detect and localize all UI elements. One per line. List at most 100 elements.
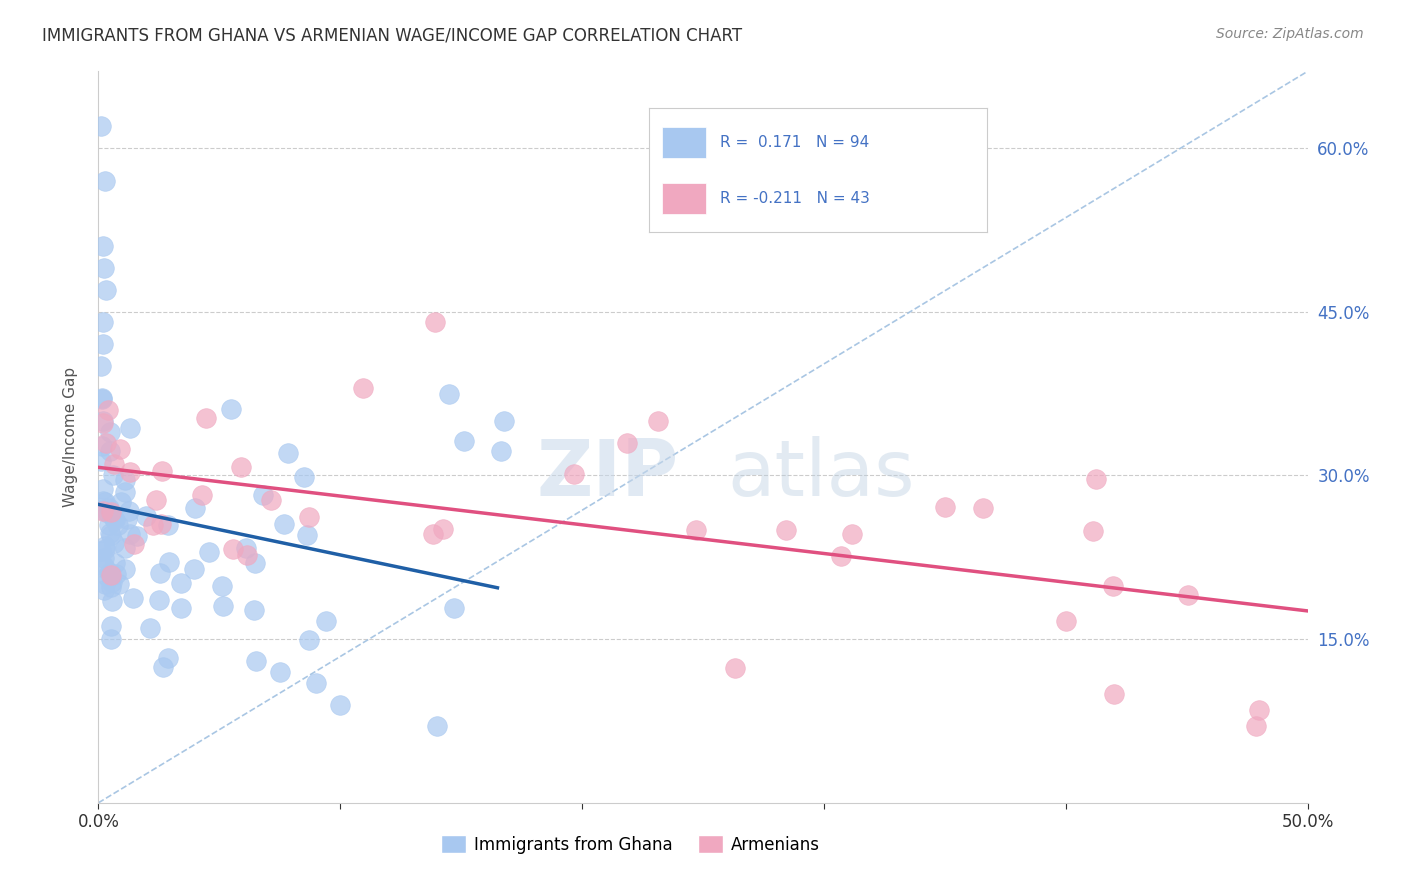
Point bbox=[120, 527, 142, 541]
Point bbox=[157, 555, 180, 569]
Point bbox=[425, 315, 447, 329]
Text: atlas: atlas bbox=[727, 435, 915, 512]
Point bbox=[91, 439, 114, 453]
Point bbox=[830, 549, 852, 563]
Point bbox=[101, 594, 124, 608]
Text: ZIP: ZIP bbox=[537, 435, 679, 512]
Point bbox=[98, 518, 121, 533]
Point bbox=[231, 460, 253, 475]
Point bbox=[101, 468, 124, 483]
Point bbox=[156, 651, 179, 665]
Point bbox=[1102, 579, 1125, 593]
Legend: Immigrants from Ghana, Armenians: Immigrants from Ghana, Armenians bbox=[434, 829, 827, 860]
Point bbox=[100, 575, 122, 590]
Point bbox=[1102, 687, 1125, 701]
Point bbox=[90, 359, 112, 373]
Point bbox=[236, 548, 259, 562]
Point bbox=[90, 454, 112, 468]
Point bbox=[1084, 472, 1107, 486]
Point bbox=[149, 516, 172, 531]
Point bbox=[90, 544, 112, 558]
Point bbox=[221, 402, 243, 417]
Point bbox=[91, 391, 114, 405]
Point bbox=[100, 567, 122, 582]
Point bbox=[100, 618, 122, 632]
Point bbox=[432, 522, 454, 536]
Point bbox=[157, 517, 180, 532]
Point bbox=[222, 542, 245, 557]
Point bbox=[124, 537, 146, 551]
Point bbox=[1249, 703, 1271, 717]
Point bbox=[91, 416, 114, 430]
Point bbox=[96, 402, 118, 417]
Point bbox=[103, 536, 125, 550]
Point bbox=[100, 505, 122, 519]
Point bbox=[93, 173, 115, 187]
Point bbox=[98, 444, 121, 458]
Text: IMMIGRANTS FROM GHANA VS ARMENIAN WAGE/INCOME GAP CORRELATION CHART: IMMIGRANTS FROM GHANA VS ARMENIAN WAGE/I… bbox=[42, 27, 742, 45]
Point bbox=[422, 527, 444, 541]
Point bbox=[194, 411, 217, 425]
Point bbox=[98, 525, 121, 540]
Point bbox=[295, 528, 318, 542]
Point bbox=[122, 591, 145, 605]
Point bbox=[91, 239, 114, 253]
Point bbox=[91, 337, 114, 351]
Point bbox=[494, 414, 516, 428]
Point bbox=[98, 425, 121, 440]
Point bbox=[775, 523, 797, 537]
Point bbox=[90, 119, 112, 133]
Point bbox=[107, 518, 129, 533]
Point bbox=[118, 421, 141, 435]
Point bbox=[170, 600, 193, 615]
Point bbox=[426, 719, 449, 733]
Point bbox=[211, 579, 233, 593]
Point bbox=[114, 541, 136, 556]
Point bbox=[93, 577, 115, 591]
Text: Source: ZipAtlas.com: Source: ZipAtlas.com bbox=[1216, 27, 1364, 41]
Point bbox=[110, 442, 132, 456]
Point bbox=[437, 387, 460, 401]
Point bbox=[277, 446, 299, 460]
Point bbox=[315, 614, 337, 628]
Point bbox=[117, 504, 139, 518]
Point bbox=[96, 435, 118, 450]
Point bbox=[243, 603, 266, 617]
Point bbox=[150, 464, 173, 478]
Point bbox=[1246, 719, 1268, 733]
Point bbox=[118, 466, 141, 480]
Point bbox=[93, 582, 115, 597]
Point bbox=[298, 509, 321, 524]
Point bbox=[104, 513, 127, 527]
Point bbox=[212, 599, 235, 613]
Point bbox=[616, 435, 638, 450]
Point bbox=[352, 381, 374, 395]
Point bbox=[94, 539, 117, 553]
Point bbox=[841, 527, 863, 541]
Point bbox=[90, 503, 112, 517]
Point bbox=[114, 562, 136, 576]
Point bbox=[91, 558, 114, 573]
Point bbox=[96, 569, 118, 583]
Point bbox=[104, 567, 127, 582]
Point bbox=[127, 529, 149, 543]
Point bbox=[148, 593, 170, 607]
Point bbox=[91, 414, 114, 428]
Point bbox=[93, 315, 115, 329]
Point bbox=[235, 541, 257, 555]
Point bbox=[100, 632, 122, 647]
Point bbox=[1054, 614, 1077, 628]
Point bbox=[1177, 589, 1199, 603]
Y-axis label: Wage/Income Gap: Wage/Income Gap bbox=[63, 367, 77, 508]
Point bbox=[243, 557, 266, 571]
Point bbox=[245, 654, 267, 668]
Point bbox=[98, 500, 121, 515]
Point bbox=[260, 493, 283, 508]
Point bbox=[103, 512, 125, 526]
Point bbox=[145, 493, 167, 508]
Point bbox=[305, 675, 328, 690]
Point bbox=[647, 414, 669, 428]
Point bbox=[443, 601, 465, 615]
Point bbox=[100, 527, 122, 541]
Point bbox=[104, 556, 127, 570]
